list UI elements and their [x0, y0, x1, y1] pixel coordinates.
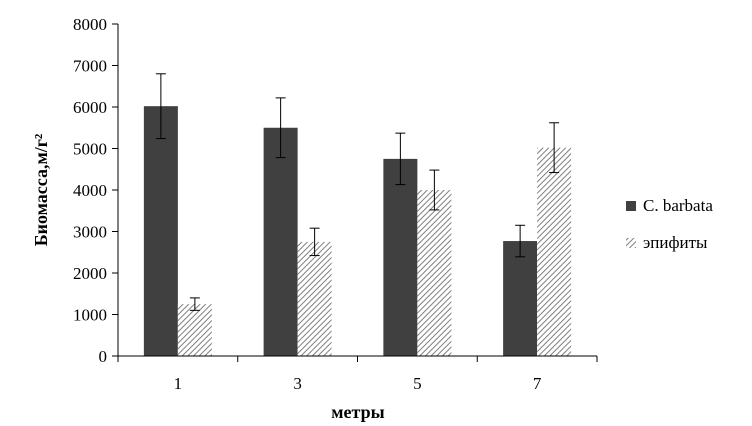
y-tick-label-7: 7000 [73, 57, 107, 76]
legend-label-c-barbata: C. barbata [643, 196, 713, 215]
y-axis-title: Биомасса,м/г² [31, 134, 51, 247]
y-tick-label-3: 3000 [73, 223, 107, 242]
y-tick-label-6: 6000 [73, 98, 107, 117]
legend-swatch-c-barbata [626, 201, 636, 211]
bar-s0-c2 [383, 158, 418, 356]
x-tick-label-0: 1 [174, 374, 183, 393]
y-tick-label-0: 0 [99, 347, 108, 366]
y-tick-label-5: 5000 [73, 140, 107, 159]
bar-s1-c1 [297, 241, 332, 356]
x-axis-title: метры [331, 402, 384, 422]
y-tick-label-2: 2000 [73, 264, 107, 283]
x-tick-label-3: 7 [533, 374, 542, 393]
legend-label-epiphytes: эпифиты [643, 233, 708, 252]
x-tick-label-2: 5 [413, 374, 422, 393]
bar-s1-c0 [177, 304, 212, 356]
bar-s1-c3 [537, 147, 572, 356]
y-tick-label-8: 8000 [73, 15, 107, 34]
legend: C. barbata эпифиты [626, 196, 713, 252]
legend-swatch-epiphytes [626, 238, 636, 248]
x-tick-label-1: 3 [293, 374, 302, 393]
plot-area: 0 1000 2000 3000 4000 5000 6000 7000 8000 1 3 5 7 [73, 15, 598, 393]
bar-s1-c2 [417, 190, 452, 356]
bar-s0-c3 [503, 241, 538, 356]
bar-s0-c1 [263, 127, 298, 356]
bar-s0-c0 [143, 106, 178, 356]
y-tick-label-1: 1000 [73, 306, 107, 325]
y-tick-label-4: 4000 [73, 181, 107, 200]
